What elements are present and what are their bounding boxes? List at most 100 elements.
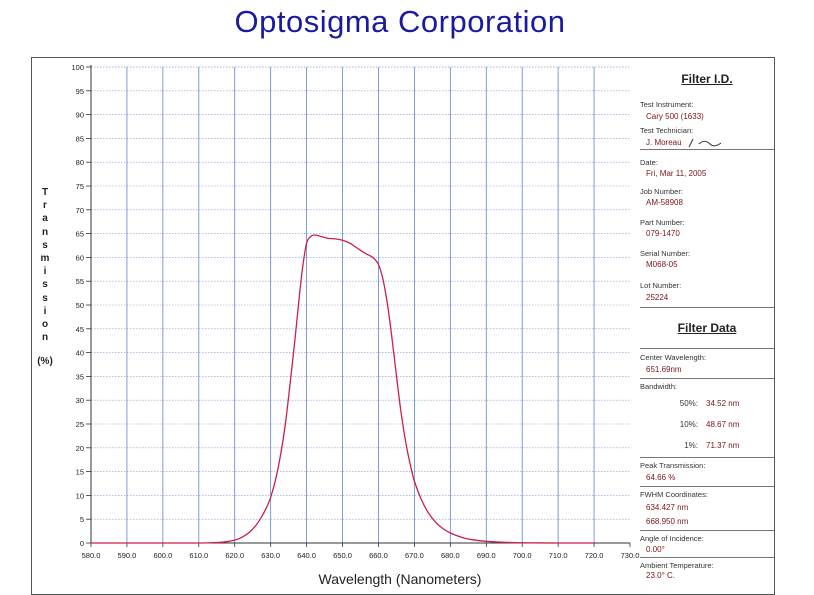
fwhm-value-1: 634.427 nm (646, 503, 689, 512)
company-title: Optosigma Corporation (234, 4, 566, 39)
bandwidth-10-value: 48.67 nm (706, 420, 740, 429)
y-tick-label: 50 (76, 301, 84, 310)
y-tick-label: 75 (76, 182, 84, 191)
bandwidth-50-label: 50%: (679, 399, 698, 408)
y-tick-label: 0 (80, 539, 84, 548)
filter-data-title: Filter Data (677, 321, 737, 335)
y-axis-letter: r (43, 200, 47, 212)
x-tick-label: 640.0 (297, 551, 316, 560)
bandwidth-box: Bandwidth: 50%: 34.52 nm 10%: 48.67 nm 1… (640, 379, 774, 458)
lot-label: Lot Number: (640, 281, 682, 290)
y-axis-letter: i (43, 305, 47, 317)
y-tick-label: 80 (76, 158, 84, 167)
peak-transmission-box: Peak Transmission: 64.66 % (640, 458, 774, 487)
y-tick-label: 35 (76, 372, 84, 381)
y-axis-letter: i (43, 266, 47, 278)
center-wavelength-box: Center Wavelength: 651.69nm (640, 348, 774, 379)
temperature-value: 23.0° C. (646, 571, 675, 580)
x-tick-label: 670.0 (405, 551, 424, 560)
peak-transmission-value: 64.66 % (646, 473, 676, 482)
y-tick-label: 65 (76, 230, 84, 239)
x-tick-label: 690.0 (477, 551, 496, 560)
y-tick-label: 85 (76, 134, 84, 143)
y-tick-label: 30 (76, 396, 84, 405)
y-tick-label: 70 (76, 206, 84, 215)
bandwidth-10-label: 10%: (679, 420, 698, 429)
instrument-value: Cary 500 (1633) (646, 112, 704, 121)
x-tick-label: 600.0 (153, 551, 172, 560)
y-tick-label: 45 (76, 325, 84, 334)
y-axis-label: T r a n s m i s s i o n (%) (34, 186, 56, 369)
y-tick-label: 5 (80, 515, 84, 524)
job-value: AM-58908 (646, 198, 683, 207)
serial-value: M068-05 (646, 260, 678, 269)
grid (91, 66, 630, 544)
technician-label: Test Technician: (640, 126, 694, 135)
filter-details-section: Date: Fri, Mar 11, 2005 Job Number: AM-5… (640, 158, 774, 308)
bandwidth-50-row: 50%: 34.52 nm (640, 393, 774, 414)
x-tick-label: 700.0 (513, 551, 532, 560)
part-value: 079-1470 (646, 229, 680, 238)
lot-value: 25224 (646, 293, 669, 302)
y-axis-letter: s (42, 292, 48, 304)
x-tick-label: 630.0 (261, 551, 280, 560)
fwhm-label: FWHM Coordinates: (640, 490, 708, 499)
instrument-label: Test Instrument: (640, 100, 694, 109)
filter-id-title: Filter I.D. (681, 72, 733, 86)
series-layer (90, 234, 595, 544)
angle-label: Angle of Incidence: (640, 534, 704, 543)
y-tick-label: 55 (76, 277, 84, 286)
x-tick-label: 680.0 (441, 551, 460, 560)
y-tick-label: 100 (71, 63, 84, 72)
temperature-label: Ambient Temperature: (640, 561, 714, 570)
x-tick-label: 720.0 (585, 551, 604, 560)
y-axis-letter: T (41, 187, 49, 198)
x-axis-label: Wavelength (Nanometers) (318, 571, 482, 587)
angle-value: 0.00° (646, 545, 665, 554)
technician-value: J. Moreau (646, 138, 682, 148)
center-wavelength-label: Center Wavelength: (640, 353, 707, 362)
y-tick-label: 10 (76, 491, 84, 500)
y-tick-label: 20 (76, 444, 84, 453)
y-axis-letter: m (40, 253, 50, 265)
peak-transmission-label: Peak Transmission: (640, 461, 706, 470)
angle-box: Angle of Incidence: 0.00° (640, 531, 774, 558)
fwhm-box: FWHM Coordinates: 634.427 nm 668.950 nm (640, 487, 774, 531)
date-label: Date: (640, 158, 658, 167)
x-tick-label: 650.0 (333, 551, 352, 560)
bandwidth-10-row: 10%: 48.67 nm (640, 414, 774, 435)
transmission-curve (90, 234, 595, 544)
y-axis-letter: n (41, 332, 49, 344)
x-tick-label: 660.0 (369, 551, 388, 560)
temperature-box: Ambient Temperature: 23.0° C. (640, 558, 774, 580)
date-value: Fri, Mar 11, 2005 (646, 169, 707, 178)
x-tick-label: 710.0 (549, 551, 568, 560)
y-tick-label: 90 (76, 111, 84, 120)
x-tick-label: 610.0 (189, 551, 208, 560)
x-tick-label: 590.0 (118, 551, 137, 560)
y-axis-letter: n (41, 226, 49, 238)
bandwidth-1-value: 71.37 nm (706, 441, 740, 450)
y-tick-label: 40 (76, 349, 84, 358)
y-tick-label: 95 (76, 87, 84, 96)
x-tick-label: 580.0 (82, 551, 101, 560)
bandwidth-1-label: 1%: (684, 441, 698, 450)
bandwidth-1-row: 1%: 71.37 nm (640, 435, 774, 456)
job-label: Job Number: (640, 187, 683, 196)
x-tick-label: 620.0 (225, 551, 244, 560)
y-axis-letter: s (42, 239, 48, 251)
x-tick-label: 730.0 (621, 551, 640, 560)
signature-mark (688, 138, 722, 148)
technician-row: J. Moreau (640, 138, 774, 148)
serial-label: Serial Number: (640, 249, 691, 258)
y-axis-letter: o (41, 319, 49, 331)
axis-ticks: 0 5 10 15 20 25 30 35 40 45 50 55 60 65 70 75 80 85 90 95 10… (71, 63, 639, 560)
y-axis-unit: (%) (37, 356, 53, 368)
bandwidth-50-value: 34.52 nm (706, 399, 740, 408)
center-wavelength-value: 651.69nm (646, 365, 682, 374)
bandwidth-label: Bandwidth: (640, 382, 678, 391)
y-tick-label: 60 (76, 253, 84, 262)
y-axis-letter: a (42, 213, 48, 225)
info-panel: Filter I.D. Test Instrument: Cary 500 (1… (640, 60, 774, 580)
